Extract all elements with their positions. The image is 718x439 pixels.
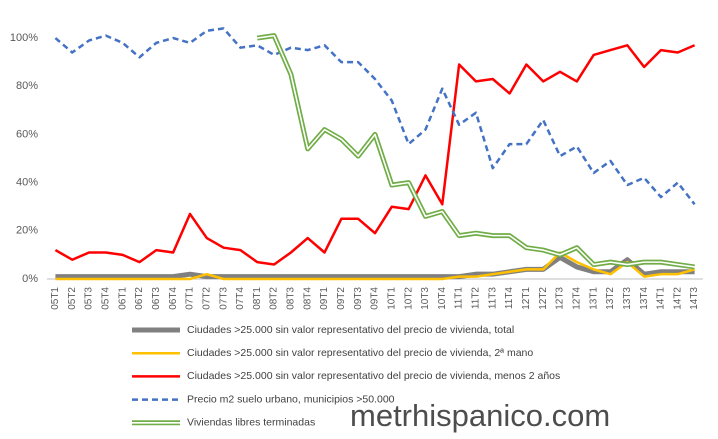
- x-tick-label: 09T2: [336, 287, 347, 310]
- x-tick-label: 05T3: [84, 287, 95, 310]
- y-tick-label: 40%: [16, 177, 38, 189]
- x-tick-label: 07T3: [218, 287, 229, 310]
- x-tick-label: 10T3: [420, 287, 431, 310]
- x-tick-label: 08T1: [252, 287, 263, 310]
- x-tick-label: 10T1: [386, 287, 397, 310]
- legend-label: Viviendas libres terminadas: [187, 417, 315, 429]
- x-tick-label: 14T3: [689, 287, 700, 310]
- series-line: [55, 254, 695, 280]
- legend-label: Precio m2 suelo urbano, municipios >50.0…: [187, 393, 395, 405]
- x-tick-label: 06T3: [151, 287, 162, 310]
- legend-label: Ciudades >25.000 sin valor representativ…: [187, 370, 560, 382]
- x-tick-label: 08T2: [269, 287, 280, 310]
- x-tick-label: 12T1: [521, 287, 532, 310]
- series-line: [256, 33, 695, 270]
- y-tick-label: 20%: [16, 225, 38, 237]
- y-tick-label: 0%: [22, 273, 38, 285]
- x-tick-label: 13T4: [639, 287, 650, 310]
- x-tick-label: 06T1: [117, 287, 128, 310]
- series-line: [54, 44, 696, 266]
- x-tick-label: 11T2: [471, 287, 482, 309]
- x-tick-label: 05T2: [67, 287, 78, 310]
- x-tick-label: 11T4: [504, 287, 515, 309]
- x-tick-label: 10T4: [437, 287, 448, 310]
- y-tick-label: 100%: [10, 32, 38, 44]
- x-tick-label: 11T1: [454, 287, 465, 309]
- x-tick-label: 07T4: [235, 287, 246, 310]
- x-tick-label: 09T1: [319, 287, 330, 310]
- x-tick-label: 11T3: [487, 287, 498, 309]
- x-tick-label: 12T4: [571, 287, 582, 310]
- y-tick-label: 80%: [16, 80, 38, 92]
- line-inner: [257, 34, 695, 268]
- series-line: [54, 27, 696, 206]
- x-tick-label: 08T3: [286, 287, 297, 310]
- x-tick-label: 07T1: [185, 287, 196, 310]
- legend-label: Ciudades >25.000 sin valor representativ…: [187, 324, 514, 336]
- x-tick-label: 08T4: [302, 287, 313, 310]
- x-tick-label: 05T1: [50, 287, 61, 310]
- x-tick-label: 14T2: [672, 287, 683, 310]
- watermark: metrhispanico.com: [350, 398, 610, 433]
- x-tick-label: 12T3: [555, 287, 566, 310]
- x-tick-label: 13T2: [605, 287, 616, 310]
- x-tick-label: 09T4: [370, 287, 381, 310]
- x-tick-label: 05T4: [101, 287, 112, 310]
- x-tick-label: 14T1: [656, 287, 667, 310]
- legend-label: Ciudades >25.000 sin valor representativ…: [187, 347, 533, 359]
- x-tick-label: 10T2: [403, 287, 414, 310]
- x-tick-label: 12T2: [538, 287, 549, 310]
- x-tick-label: 07T2: [201, 287, 212, 310]
- y-tick-label: 60%: [16, 128, 38, 140]
- x-tick-label: 06T2: [134, 287, 145, 310]
- x-tick-label: 06T4: [168, 287, 179, 310]
- x-tick-label: 13T3: [622, 287, 633, 310]
- series-line: [55, 251, 695, 281]
- x-tick-label: 09T3: [353, 287, 364, 310]
- x-tick-label: 13T1: [588, 287, 599, 310]
